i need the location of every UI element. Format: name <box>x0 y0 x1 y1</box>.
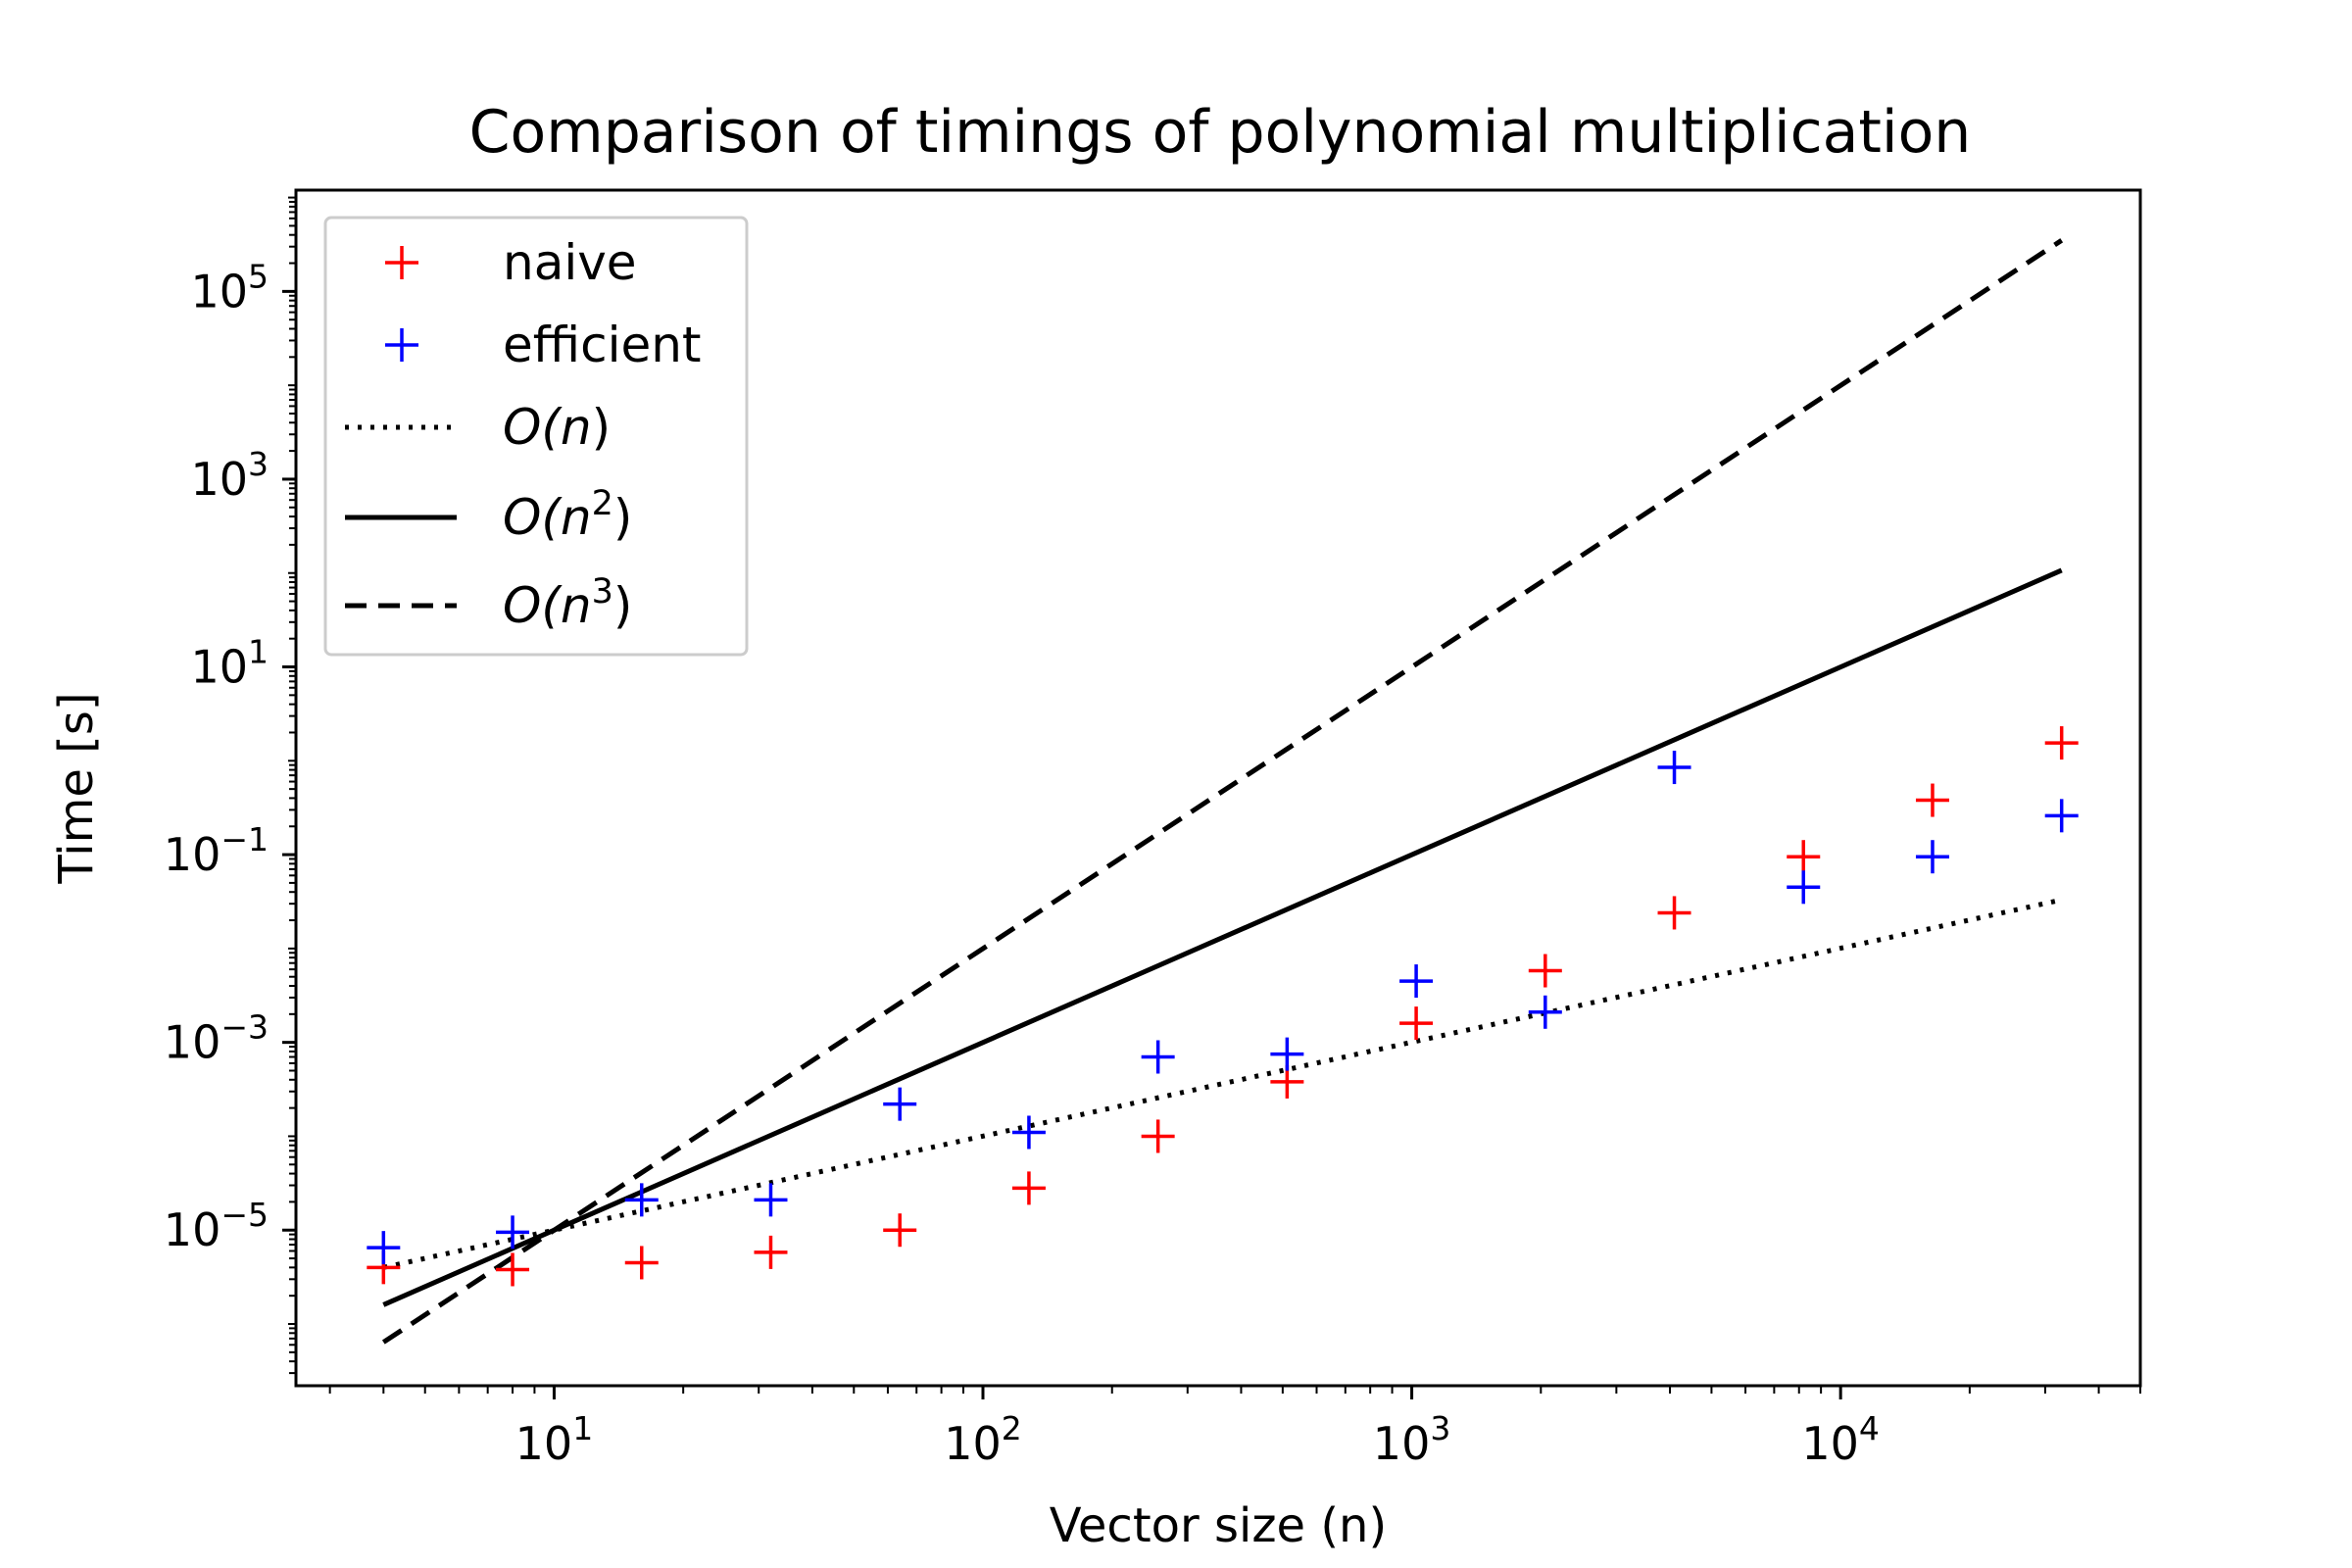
efficient-point <box>1915 840 1949 874</box>
chart-title: Comparison of timings of polynomial mult… <box>469 98 1972 167</box>
efficient-point <box>496 1215 530 1250</box>
efficient-point <box>624 1183 659 1217</box>
efficient-point <box>1011 1115 1046 1150</box>
x-axis-label: Vector size (n) <box>1050 1498 1387 1553</box>
y-axis-label: Time [s] <box>49 692 104 884</box>
naive-point <box>1657 896 1691 930</box>
x-tick-label: 103 <box>1373 1409 1451 1470</box>
naive-point <box>2044 726 2079 760</box>
legend-marker-naive <box>385 246 418 279</box>
plot-area <box>367 238 2079 1345</box>
y-tick-label: 101 <box>190 633 269 694</box>
naive-point <box>1787 840 1821 874</box>
naive-point <box>754 1235 788 1269</box>
naive-point <box>883 1213 917 1248</box>
legend-label-solid: O(n2) <box>503 484 632 546</box>
x-tick-label: 104 <box>1801 1409 1880 1470</box>
reference-line-solid <box>382 567 2063 1307</box>
legend-marker-efficient <box>385 328 418 362</box>
naive-point <box>624 1246 659 1280</box>
x-tick-label: 101 <box>515 1409 594 1470</box>
x-axis: 101 102 103 104 <box>328 1386 2141 1470</box>
y-axis: 10−5 10−3 10−1 101 103 105 <box>164 196 296 1375</box>
legend-label-naive: naive <box>503 234 637 291</box>
efficient-point <box>1787 870 1821 905</box>
naive-point <box>1915 783 1949 817</box>
y-tick-label: 103 <box>190 445 269 506</box>
legend-label-dashed: O(n3) <box>503 572 632 634</box>
naive-point <box>1528 954 1562 988</box>
efficient-point <box>1270 1037 1304 1071</box>
legend-label-efficient: efficient <box>503 317 702 373</box>
naive-point <box>1011 1171 1046 1205</box>
legend: naive efficient O(n) O(n2) O(n3) <box>323 216 749 657</box>
naive-point <box>496 1252 530 1287</box>
y-tick-label: 105 <box>190 257 269 318</box>
reference-line-dashed <box>381 238 2064 1345</box>
plot-frame <box>294 188 2142 1388</box>
y-tick-label: 10−3 <box>164 1008 269 1069</box>
efficient-point <box>883 1087 917 1121</box>
efficient-point <box>1528 995 1562 1029</box>
legend-label-dotted: O(n) <box>503 399 611 456</box>
naive-point <box>1399 1006 1434 1041</box>
efficient-point <box>2044 799 2079 833</box>
efficient-point <box>1657 751 1691 785</box>
naive-point <box>1141 1119 1175 1153</box>
efficient-point <box>367 1231 401 1265</box>
y-tick-label: 10−5 <box>164 1196 269 1256</box>
legend-box <box>323 216 749 657</box>
efficient-point <box>1141 1040 1175 1074</box>
efficient-point <box>1399 964 1434 999</box>
efficient-point <box>754 1183 788 1217</box>
x-tick-label: 102 <box>944 1409 1022 1470</box>
y-tick-label: 10−1 <box>164 820 269 881</box>
